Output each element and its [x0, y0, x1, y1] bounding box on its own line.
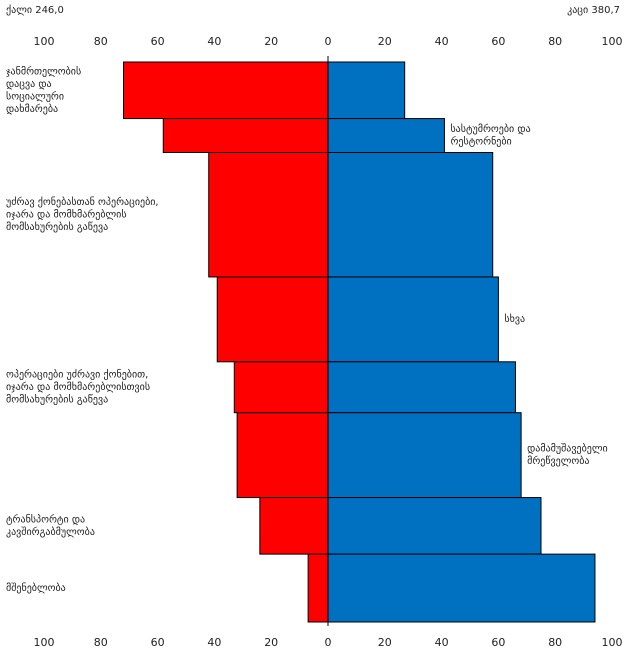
- left-bar-2: [208, 152, 329, 278]
- right-category-label-1-line-0: სხვა: [504, 313, 525, 325]
- left-bar-4: [233, 361, 329, 414]
- top-tick-label-8: 60: [491, 35, 505, 48]
- bars-group: [123, 56, 596, 626]
- bottom-tick-label-1: 80: [94, 636, 108, 649]
- left-category-label-2: ოპერაციები უძრავი ქონებით, იჯარა და მომხმ…: [6, 369, 150, 406]
- top-tick-label-1: 80: [94, 35, 108, 48]
- top-tick-label-0: 100: [34, 35, 55, 48]
- left-category-label-1-line-1: იჯარა და მომხმარებლის: [6, 208, 127, 220]
- bottom-tick-label-9: 80: [548, 636, 562, 649]
- right-bar-7: [327, 553, 596, 623]
- left-bar-7: [307, 553, 329, 623]
- bottom-tick-label-2: 60: [151, 636, 165, 649]
- bottom-tick-label-10: 100: [602, 636, 623, 649]
- right-bar-2: [327, 152, 494, 278]
- right-bar-3: [327, 276, 499, 363]
- left-bar-6: [259, 497, 329, 555]
- left-category-label-3-line-0: ტრანსპორტი და: [6, 513, 85, 525]
- right-bar-5: [327, 412, 522, 499]
- top-tick-label-10: 100: [602, 35, 623, 48]
- right-category-label-0-line-0: სასტუმროები და: [450, 123, 530, 135]
- right-bar-1: [327, 118, 445, 154]
- right-bar-4: [327, 361, 516, 414]
- top-tick-label-5: 0: [325, 35, 332, 48]
- left-category-label-3-line-1: კავშირგაბმულობა: [6, 526, 95, 538]
- right-header: კაცი 380,7: [567, 5, 620, 16]
- bottom-tick-label-5: 0: [325, 636, 332, 649]
- top-tick-label-2: 60: [151, 35, 165, 48]
- left-category-label-4: მშენებლობა: [6, 582, 66, 594]
- right-category-label-0: სასტუმროები და რესტორნები: [450, 123, 530, 148]
- top-tick-label-4: 20: [264, 35, 278, 48]
- top-axis-ticks: 100 80 60 40 20 0 20 40 60 80 100: [34, 35, 623, 48]
- bottom-tick-label-8: 60: [491, 636, 505, 649]
- left-category-label-3: ტრანსპორტი და კავშირგაბმულობა: [6, 513, 95, 538]
- right-category-label-2: დამამუშავებელი მრეწველობა: [527, 443, 608, 468]
- left-category-label-2-line-1: იჯარა და მომხმარებლისთვის: [6, 381, 150, 393]
- bottom-axis-ticks: 100 80 60 40 20 0 20 40 60 80 100: [34, 636, 623, 649]
- left-category-label-4-line-0: მშენებლობა: [6, 582, 66, 594]
- right-category-label-2-line-0: დამამუშავებელი: [527, 443, 608, 455]
- left-category-label-0-line-0: ჯანმრთელობის: [6, 65, 81, 77]
- bottom-tick-label-3: 40: [207, 636, 221, 649]
- left-category-label-0: ჯანმრთელობის დაცვა და სოციალური დახმარება: [6, 65, 81, 115]
- bottom-tick-label-7: 40: [435, 636, 449, 649]
- top-tick-label-9: 80: [548, 35, 562, 48]
- left-category-label-0-line-2: სოციალური: [6, 90, 64, 102]
- left-category-label-2-line-2: მომსახურების გაწევა: [6, 394, 108, 406]
- left-bar-0: [123, 61, 329, 120]
- top-tick-label-6: 20: [378, 35, 392, 48]
- right-category-label-0-line-1: რესტორნები: [450, 136, 511, 148]
- right-category-label-2-line-1: მრეწველობა: [527, 455, 589, 467]
- right-bar-0: [327, 61, 406, 120]
- left-category-label-0-line-1: დაცვა და: [6, 79, 52, 90]
- category-labels: ჯანმრთელობის დაცვა და სოციალური დახმარება უძ…: [6, 65, 608, 594]
- left-header: ქალი 246,0: [6, 4, 64, 16]
- bottom-tick-label-0: 100: [34, 636, 55, 649]
- left-category-label-1-line-2: მომსახურების გაწევა: [6, 221, 108, 233]
- bottom-tick-label-6: 20: [378, 636, 392, 649]
- right-category-label-1: სხვა: [504, 313, 525, 325]
- left-category-label-1: უძრავ ქონებასთან ოპერაციები, იჯარა და მომ…: [6, 196, 159, 233]
- left-category-label-2-line-0: ოპერაციები უძრავი ქონებით,: [6, 369, 148, 381]
- bottom-tick-label-4: 20: [264, 636, 278, 649]
- top-tick-label-3: 40: [207, 35, 221, 48]
- left-bar-1: [162, 118, 329, 154]
- left-bar-5: [236, 412, 329, 499]
- right-bar-6: [327, 497, 542, 555]
- top-tick-label-7: 40: [435, 35, 449, 48]
- left-category-label-0-line-3: დახმარება: [6, 103, 58, 115]
- left-category-label-1-line-0: უძრავ ქონებასთან ოპერაციები,: [6, 196, 159, 208]
- left-bar-3: [216, 276, 329, 363]
